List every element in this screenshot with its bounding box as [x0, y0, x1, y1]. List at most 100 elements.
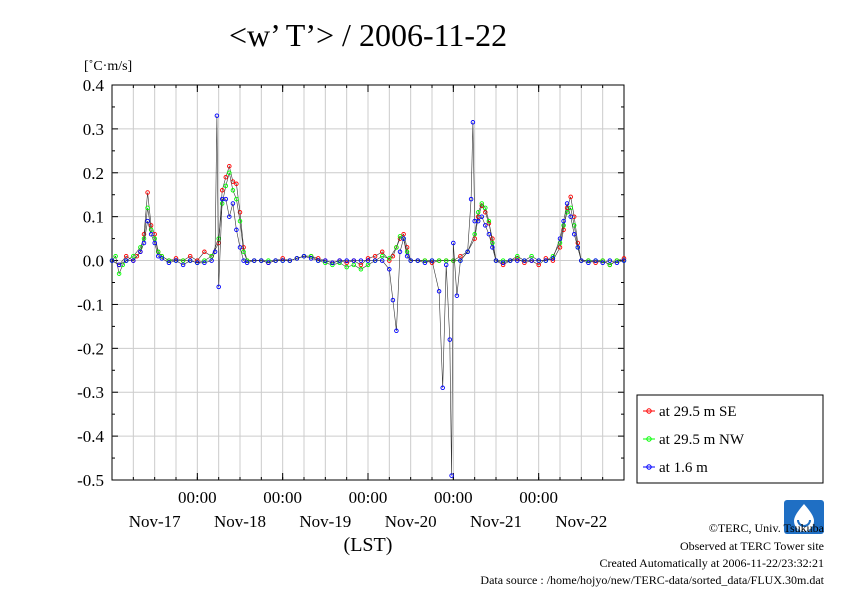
data-point — [173, 258, 179, 263]
data-point — [557, 236, 563, 241]
x-day-label: Nov-21 — [470, 512, 522, 531]
data-point — [483, 205, 488, 211]
data-point — [443, 258, 449, 263]
data-point — [365, 262, 371, 268]
data-point — [209, 258, 214, 263]
data-point — [138, 249, 143, 255]
x-tick-label: 00:00 — [263, 488, 302, 507]
data-point — [475, 210, 481, 215]
y-tick-label: -0.2 — [77, 339, 104, 358]
data-point — [180, 262, 186, 268]
data-point — [315, 258, 321, 263]
data-point — [536, 262, 541, 268]
data-point — [109, 258, 115, 263]
data-point — [515, 258, 520, 263]
x-axis: 00:00 00:00 00:00 00:00 00:00 Nov-17 Nov-18 Nov… — [129, 85, 607, 531]
data-point — [568, 205, 573, 211]
data-point — [586, 260, 591, 266]
data-point — [358, 258, 364, 263]
data-point — [351, 262, 357, 268]
data-point — [266, 260, 271, 266]
data-point — [454, 293, 460, 298]
data-point — [141, 240, 147, 246]
data-point — [458, 253, 463, 259]
data-point — [440, 385, 445, 391]
data-point — [308, 256, 314, 261]
data-point — [166, 260, 172, 266]
data-point — [280, 256, 285, 261]
data-point — [536, 258, 541, 263]
x-tick-label: 00:00 — [519, 488, 558, 507]
data-point — [113, 253, 118, 259]
data-point — [379, 258, 385, 263]
data-point — [483, 210, 488, 215]
x-day-label: Nov-18 — [214, 512, 266, 531]
data-point — [557, 245, 563, 250]
data-point — [155, 253, 161, 259]
y-tick-label: -0.3 — [77, 383, 104, 402]
data-point — [145, 205, 150, 211]
data-point — [493, 258, 499, 263]
data-point — [561, 218, 566, 224]
data-point — [429, 258, 435, 263]
data-point — [465, 249, 470, 255]
x-day-label: Nov-20 — [385, 512, 437, 531]
data-point — [401, 236, 406, 241]
data-point — [123, 258, 129, 263]
data-point — [223, 183, 229, 189]
data-point — [621, 258, 627, 263]
data-point — [237, 245, 243, 250]
data-point — [387, 258, 392, 263]
data-point — [234, 227, 239, 233]
data-point — [230, 188, 236, 193]
data-point — [479, 214, 485, 219]
y-tick-label: 0.0 — [83, 252, 104, 271]
data-point — [621, 256, 627, 261]
data-point — [593, 260, 598, 266]
data-point — [287, 258, 293, 263]
data-point — [486, 231, 492, 237]
data-point — [372, 253, 378, 259]
data-point — [237, 210, 243, 215]
data-point — [507, 258, 513, 263]
data-point — [593, 258, 598, 263]
data-point — [451, 240, 456, 246]
data-point — [600, 260, 605, 266]
data-point — [449, 473, 454, 478]
data-point — [301, 253, 307, 259]
grid-lines — [112, 85, 624, 480]
x-day-label: Nov-17 — [129, 512, 181, 531]
data-point — [515, 253, 520, 259]
data-point — [390, 253, 396, 259]
data-point — [116, 271, 122, 276]
data-point — [214, 113, 220, 118]
data-point — [387, 267, 392, 272]
data-point — [404, 249, 410, 255]
data-point — [490, 245, 495, 250]
data-series — [109, 113, 627, 478]
data-point — [273, 258, 278, 263]
data-point — [266, 258, 271, 263]
observed-site-text: Observed at TERC Tower site — [679, 539, 824, 553]
data-point — [308, 253, 314, 259]
data-point — [500, 258, 506, 263]
data-point — [575, 245, 581, 250]
data-point — [323, 260, 328, 266]
x-tick-label: 00:00 — [349, 488, 388, 507]
data-point — [447, 337, 453, 342]
y-tick-label: 0.3 — [83, 120, 104, 139]
data-point — [543, 256, 549, 261]
data-point — [522, 258, 527, 263]
data-point — [315, 256, 321, 261]
data-point — [223, 196, 229, 202]
data-point — [148, 231, 154, 237]
data-point — [564, 201, 570, 206]
data-point — [195, 260, 200, 266]
data-point — [173, 256, 179, 261]
data-point — [187, 258, 193, 263]
data-point — [490, 236, 495, 241]
svg-text:TERC: TERC — [796, 528, 813, 534]
data-point — [116, 262, 122, 268]
chart-title: <w’ T’> / 2006-11-22 — [229, 17, 507, 53]
